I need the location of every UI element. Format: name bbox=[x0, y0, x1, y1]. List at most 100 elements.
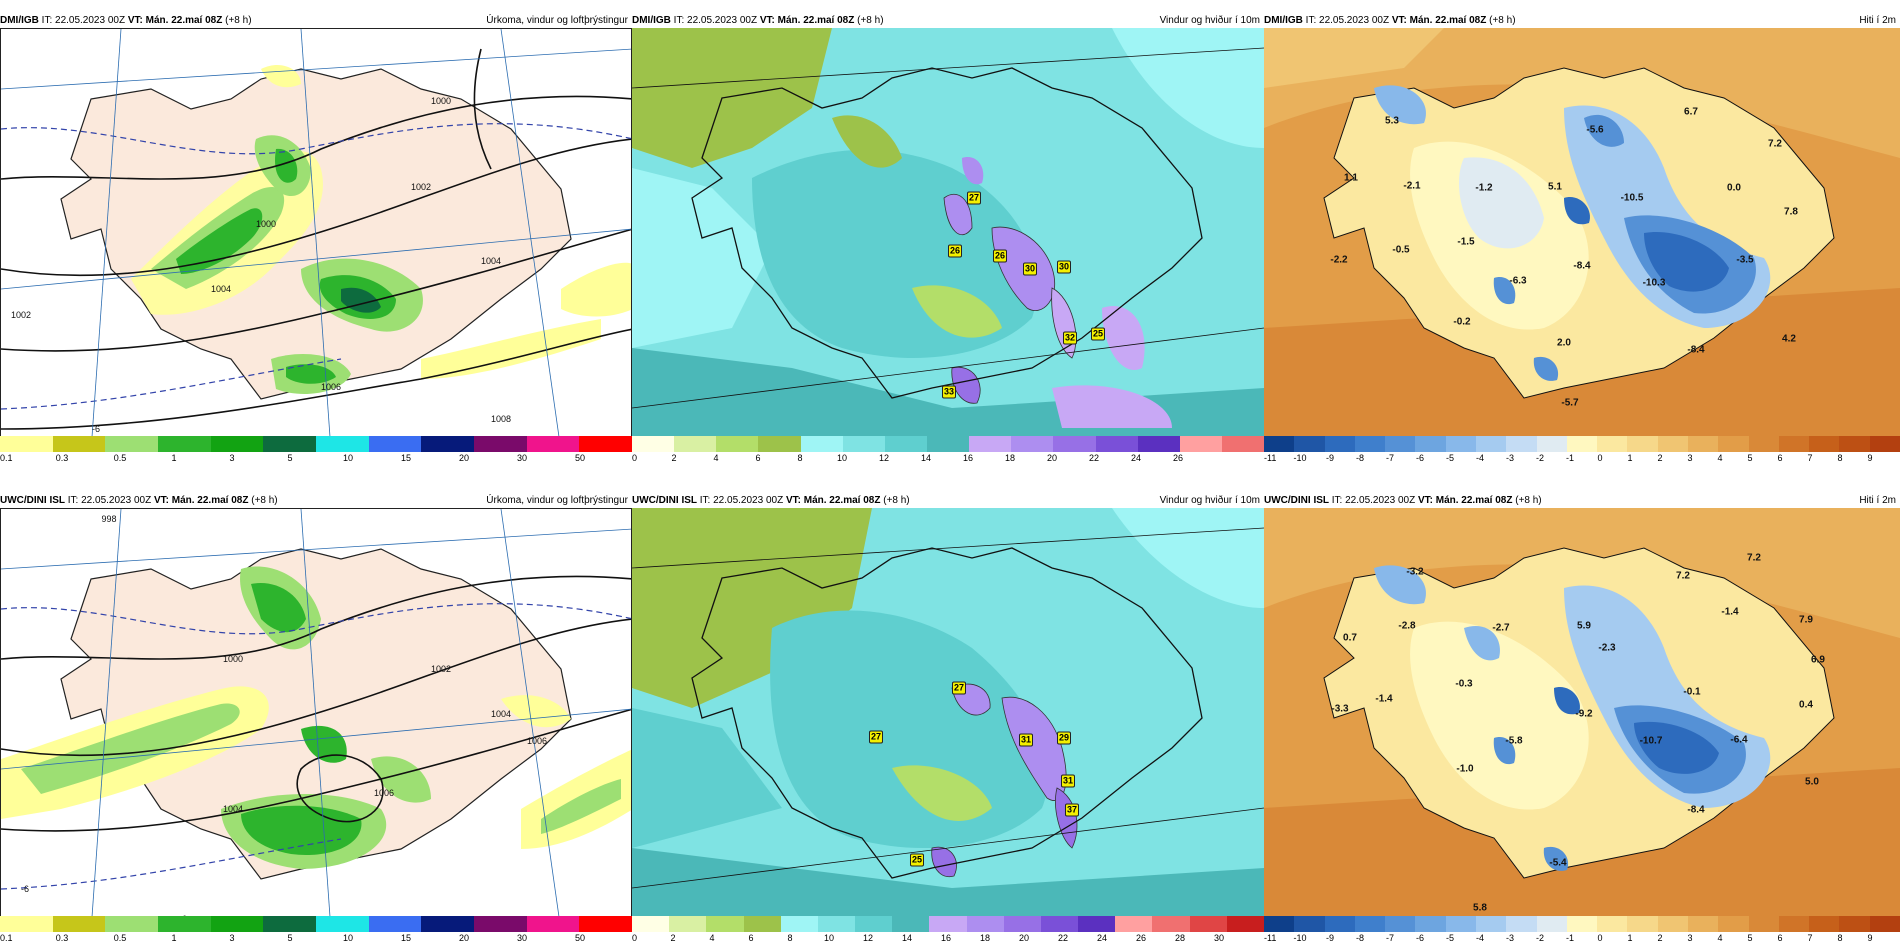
precip-ticks: 0.1 0.3 0.5 1 3 5 10 15 20 30 50 bbox=[0, 932, 632, 944]
temp-value: 5.3 bbox=[1385, 115, 1399, 127]
temp-value: -5.8 bbox=[1505, 735, 1523, 747]
temp-value: 6.9 bbox=[1811, 654, 1825, 666]
precip-colorbar bbox=[0, 436, 633, 452]
tick: 10 bbox=[342, 933, 354, 943]
tick: 10 bbox=[836, 453, 848, 463]
temp-value: -1.4 bbox=[1721, 606, 1739, 618]
tick: 8 bbox=[1837, 933, 1843, 943]
gust-label: 25 bbox=[909, 853, 925, 867]
tick: 50 bbox=[574, 933, 586, 943]
panel-title: UWC/DINI ISL IT: 22.05.2023 00Z VT: Mán.… bbox=[1264, 494, 1542, 508]
init-time: IT: 22.05.2023 00Z bbox=[673, 15, 758, 26]
tick: 7 bbox=[1807, 933, 1813, 943]
tick: 0 bbox=[632, 453, 638, 463]
temp-value: 7.2 bbox=[1676, 570, 1690, 582]
gust-label: 27 bbox=[966, 191, 982, 205]
tick: -5 bbox=[1445, 453, 1455, 463]
wind-colorbar bbox=[632, 916, 1264, 932]
temp-value: 2.0 bbox=[1557, 337, 1571, 349]
temp-colorbar bbox=[1264, 916, 1900, 932]
tick: -1 bbox=[1565, 933, 1575, 943]
tick: 0 bbox=[632, 933, 638, 943]
tick: 6 bbox=[1777, 933, 1783, 943]
model-name: DMI/IGB bbox=[1264, 15, 1303, 26]
temp-value: -1.2 bbox=[1475, 182, 1493, 194]
gust-label: 26 bbox=[992, 249, 1008, 263]
precip-field-title: Úrkoma, vindur og loftþrýstingur bbox=[486, 495, 628, 506]
gust-label: 31 bbox=[1018, 733, 1034, 747]
lead-time: (+8 h) bbox=[1515, 495, 1542, 506]
tick: 2 bbox=[670, 933, 676, 943]
temp-value: 1.1 bbox=[1344, 172, 1358, 184]
tick: -10 bbox=[1293, 933, 1307, 943]
temp-value: 7.2 bbox=[1747, 552, 1761, 564]
temp-value: -6.3 bbox=[1509, 275, 1527, 287]
isobar-label: 1006 bbox=[320, 382, 342, 392]
isobar-label: 1004 bbox=[480, 256, 502, 266]
temp-value: 7.9 bbox=[1799, 614, 1813, 626]
isobar-label: 1008 bbox=[490, 414, 512, 424]
isobar-label: 1002 bbox=[430, 664, 452, 674]
valid-prefix: VT: bbox=[1417, 495, 1433, 506]
init-time: IT: 22.05.2023 00Z bbox=[41, 15, 126, 26]
valid-time: Mán. 22.maí 08Z bbox=[1435, 495, 1513, 506]
temp-map: -3.2 0.7 -2.8 -2.7 5.9 7.2 7.2 -1.4 7.9 … bbox=[1264, 508, 1900, 916]
panel-title: DMI/IGB IT: 22.05.2023 00Z VT: Mán. 22.m… bbox=[0, 14, 252, 28]
tick: 0.1 bbox=[0, 453, 13, 463]
tick: -6 bbox=[1415, 933, 1425, 943]
tick: 3 bbox=[229, 453, 235, 463]
isobar-label: 1004 bbox=[210, 284, 232, 294]
tick: 30 bbox=[516, 933, 528, 943]
temp-field-title: Hiti í 2m bbox=[1859, 15, 1896, 26]
temp-value: -5.6 bbox=[1586, 124, 1604, 136]
model-name: UWC/DINI ISL bbox=[0, 495, 65, 506]
tick: 14 bbox=[901, 933, 913, 943]
gust-label: 27 bbox=[951, 681, 967, 695]
temp-field-title: Hiti í 2m bbox=[1859, 495, 1896, 506]
gust-label: 31 bbox=[1060, 774, 1076, 788]
temp-value: 0.4 bbox=[1799, 699, 1813, 711]
precip-colorbar bbox=[0, 916, 633, 932]
tick: 14 bbox=[920, 453, 932, 463]
tick: 12 bbox=[878, 453, 890, 463]
tick: -9 bbox=[1325, 453, 1335, 463]
temp-value: -8.4 bbox=[1573, 260, 1591, 272]
isobar-label: 1002 bbox=[10, 310, 32, 320]
gust-label: 37 bbox=[1064, 803, 1080, 817]
tick: 0.5 bbox=[113, 453, 127, 463]
panel-title: UWC/DINI ISL IT: 22.05.2023 00Z VT: Mán.… bbox=[632, 494, 910, 508]
panel-temp-top: DMI/IGB IT: 22.05.2023 00Z VT: Mán. 22.m… bbox=[1264, 14, 1900, 466]
tick: 0 bbox=[1597, 933, 1603, 943]
isobar-label: 1006 bbox=[373, 788, 395, 798]
temp-value: 5.1 bbox=[1548, 181, 1562, 193]
tick: 26 bbox=[1172, 453, 1184, 463]
tick: 0.5 bbox=[113, 933, 127, 943]
tick: 1 bbox=[1627, 933, 1633, 943]
tick: -7 bbox=[1385, 933, 1395, 943]
temp-value: -5.7 bbox=[1561, 397, 1579, 409]
tick: 1 bbox=[171, 453, 177, 463]
precip-ticks: 0.1 0.3 0.5 1 3 5 10 15 20 30 50 bbox=[0, 452, 632, 464]
wind-field-title: Vindur og hviður í 10m bbox=[1159, 15, 1260, 26]
valid-prefix: VT: bbox=[153, 495, 169, 506]
isobar-label: 1004 bbox=[222, 804, 244, 814]
tick: 7 bbox=[1807, 453, 1813, 463]
temp-value: 7.2 bbox=[1768, 138, 1782, 150]
tick: -2 bbox=[1535, 453, 1545, 463]
tick: 16 bbox=[962, 453, 974, 463]
valid-prefix: VT: bbox=[759, 15, 775, 26]
panel-title: UWC/DINI ISL IT: 22.05.2023 00Z VT: Mán.… bbox=[0, 494, 278, 508]
tick: 15 bbox=[400, 933, 412, 943]
model-name: UWC/DINI ISL bbox=[1264, 495, 1329, 506]
tick: 1 bbox=[171, 933, 177, 943]
tick: 10 bbox=[823, 933, 835, 943]
init-time: IT: 22.05.2023 00Z bbox=[1331, 495, 1416, 506]
temp-value: 7.8 bbox=[1784, 206, 1798, 218]
wind-map: 27 26 26 30 30 32 25 33 bbox=[632, 28, 1264, 436]
model-name: DMI/IGB bbox=[0, 15, 39, 26]
panel-wind-bottom: UWC/DINI ISL IT: 22.05.2023 00Z VT: Mán.… bbox=[632, 494, 1264, 946]
temp-value: -0.2 bbox=[1453, 316, 1471, 328]
temp-value: -6.4 bbox=[1730, 734, 1748, 746]
tick: -7 bbox=[1385, 453, 1395, 463]
valid-time: Mán. 22.maí 08Z bbox=[777, 15, 855, 26]
